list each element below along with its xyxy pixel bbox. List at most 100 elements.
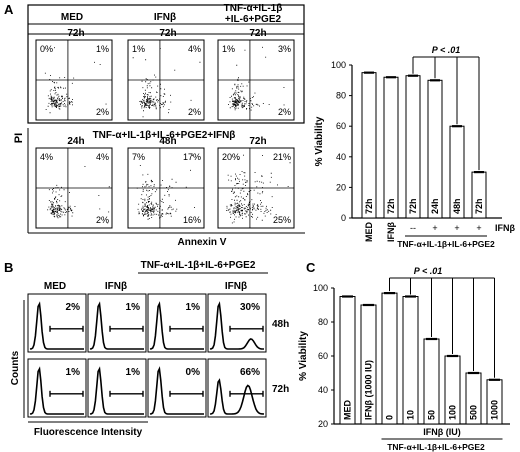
histogram-frame [27,358,87,418]
flow-x-axis-label: Annexin V [178,237,227,248]
c-y-tick-label: 80 [318,317,328,327]
flow-row2-title: TNF-α+IL-1β+IL-6+PGE2+IFNβ [93,130,236,141]
panel-b-col-header-ifn-2: IFNβ [225,281,247,292]
histogram-1-3: 66% [207,358,267,418]
flow-dots [226,154,291,224]
flow-quadrant-lr: 25% [273,215,291,225]
flow-quadrant-ur: 4% [188,44,201,54]
flow-quadrant-lr: 2% [188,107,201,117]
c-significance: P < .01 [414,266,442,276]
histogram-0-1: 1% [87,293,147,353]
flow-col-header-cytokines-1: TNF-α+IL-1β [224,3,283,14]
flow-quadrant-ul: 20% [222,152,240,162]
flow-time-label: 72h [67,28,84,39]
flow-quadrant-lr: 2% [96,107,109,117]
flow-quadrant-ul: 1% [132,44,145,54]
flow-time-label: 48h [159,136,176,147]
a-y-tick-label: 40 [336,152,346,162]
histogram-0-2: 1% [147,293,207,353]
c-y-tick-label: 20 [318,419,328,429]
a-bar-label: 72h [386,198,396,214]
c-y-tick-label: 60 [318,351,328,361]
flow-time-label: 24h [67,136,84,147]
a-bar-2 [405,75,421,219]
a-ifn-sign: + [476,223,481,233]
panel-c-letter: C [306,260,316,275]
flow-time-label: 72h [249,28,266,39]
c-y-tick-label: 40 [318,385,328,395]
a-bar-1 [383,76,399,219]
histogram-curve [29,366,84,415]
histogram-percent: 1% [126,302,141,313]
a-bar-label: 24h [430,198,440,214]
a-bar-label: 48h [452,198,462,214]
flow-quadrant-ul: 7% [132,152,145,162]
a-bar-0 [361,72,377,219]
flow-dot-plot-bottom-0: 24h 4% 4% 2% [35,136,113,229]
flow-quadrant-lr: 2% [96,215,109,225]
flow-quadrant-ul: 1% [222,44,235,54]
histogram-frame [147,358,207,418]
histogram-1-2: 0% [147,358,207,418]
c-ifn-axis-label: IFNβ (IU) [423,427,461,437]
histogram-curve [149,301,204,350]
flow-quadrant-lr: 2% [278,107,291,117]
a-y-tick-label: 60 [336,121,346,131]
flow-quadrant-ur: 3% [278,44,291,54]
c-category-label: 50 [427,410,437,420]
a-bar-3 [427,79,443,219]
panel-b-letter: B [4,260,13,275]
flow-col-header-ifn: IFNβ [154,12,176,23]
c-category-label: 0 [385,415,395,420]
a-bar-label: 72h [474,198,484,214]
c-y-axis-label: % Viability [298,331,309,381]
a-category-label: IFNβ [386,222,396,242]
histogram-frame [87,293,147,353]
flow-quadrant-ul: 0% [40,44,53,54]
histogram-row-time: 48h [272,319,289,330]
panel-b-col-header-ifn: IFNβ [105,281,127,292]
histogram-curve [149,366,204,415]
c-category-label: IFNβ (1000 IU) [364,360,374,420]
panel-b-group-label: TNF-α+IL-1β+IL-6+PGE2 [141,260,256,271]
flow-dot-plot-top-1: 72h 1% 4% 2% [127,28,205,121]
panel-a-letter: A [4,2,14,17]
histogram-curve [89,301,144,350]
panel-b-y-axis-label: Counts [10,350,21,385]
panel-b-x-axis-label: Fluorescence Intensity [34,427,143,438]
histogram-percent: 30% [240,302,260,313]
c-bar-2 [381,292,398,425]
a-bar-label: 72h [408,198,418,214]
a-y-tick-label: 20 [336,182,346,192]
histogram-curve [209,301,264,350]
a-ifn-sign: -- [410,223,416,233]
c-category-label: MED [343,400,353,421]
c-y-tick-label: 100 [313,283,328,293]
flow-y-axis-label: PI [13,133,25,143]
flow-quadrant-lr: 16% [183,215,201,225]
panel-a-viability-chart: 0 20 40 60 80 100 % Viability 72h 72h 72h 24h 48h 72… [314,45,515,249]
c-category-label: 10 [406,410,416,420]
flow-quadrant-ur: 1% [96,44,109,54]
panel-b-col-header-med: MED [44,281,66,292]
a-ifn-sign: + [454,223,459,233]
histogram-percent: 1% [186,302,201,313]
flow-time-label: 72h [159,28,176,39]
c-bar-3 [402,296,419,425]
c-group-label: TNF-α+IL-1β+IL-6+PGE2 [387,442,485,452]
histogram-percent: 2% [66,302,81,313]
panel-a-flow-cytometry: MED IFNβ TNF-α+IL-1β +IL-6+PGE2 TNF-α+IL… [13,3,305,248]
a-group-label: TNF-α+IL-1β+IL-6+PGE2 [397,239,495,249]
histogram-percent: 66% [240,367,260,378]
histogram-frame [87,358,147,418]
a-category-label: MED [364,222,374,243]
histogram-0-3: 30% [207,293,267,353]
histogram-percent: 1% [66,367,81,378]
a-bar-label: 72h [364,198,374,214]
histogram-1-1: 1% [87,358,147,418]
panel-c-viability-chart: 20 40 60 80 100 % Viability MED IFNβ (1000 IU) 0… [298,266,510,452]
flow-col-header-cytokines-2: +IL-6+PGE2 [225,14,282,25]
flow-time-label: 72h [249,136,266,147]
histogram-1-0: 1% [27,358,87,418]
a-y-tick-label: 80 [336,91,346,101]
